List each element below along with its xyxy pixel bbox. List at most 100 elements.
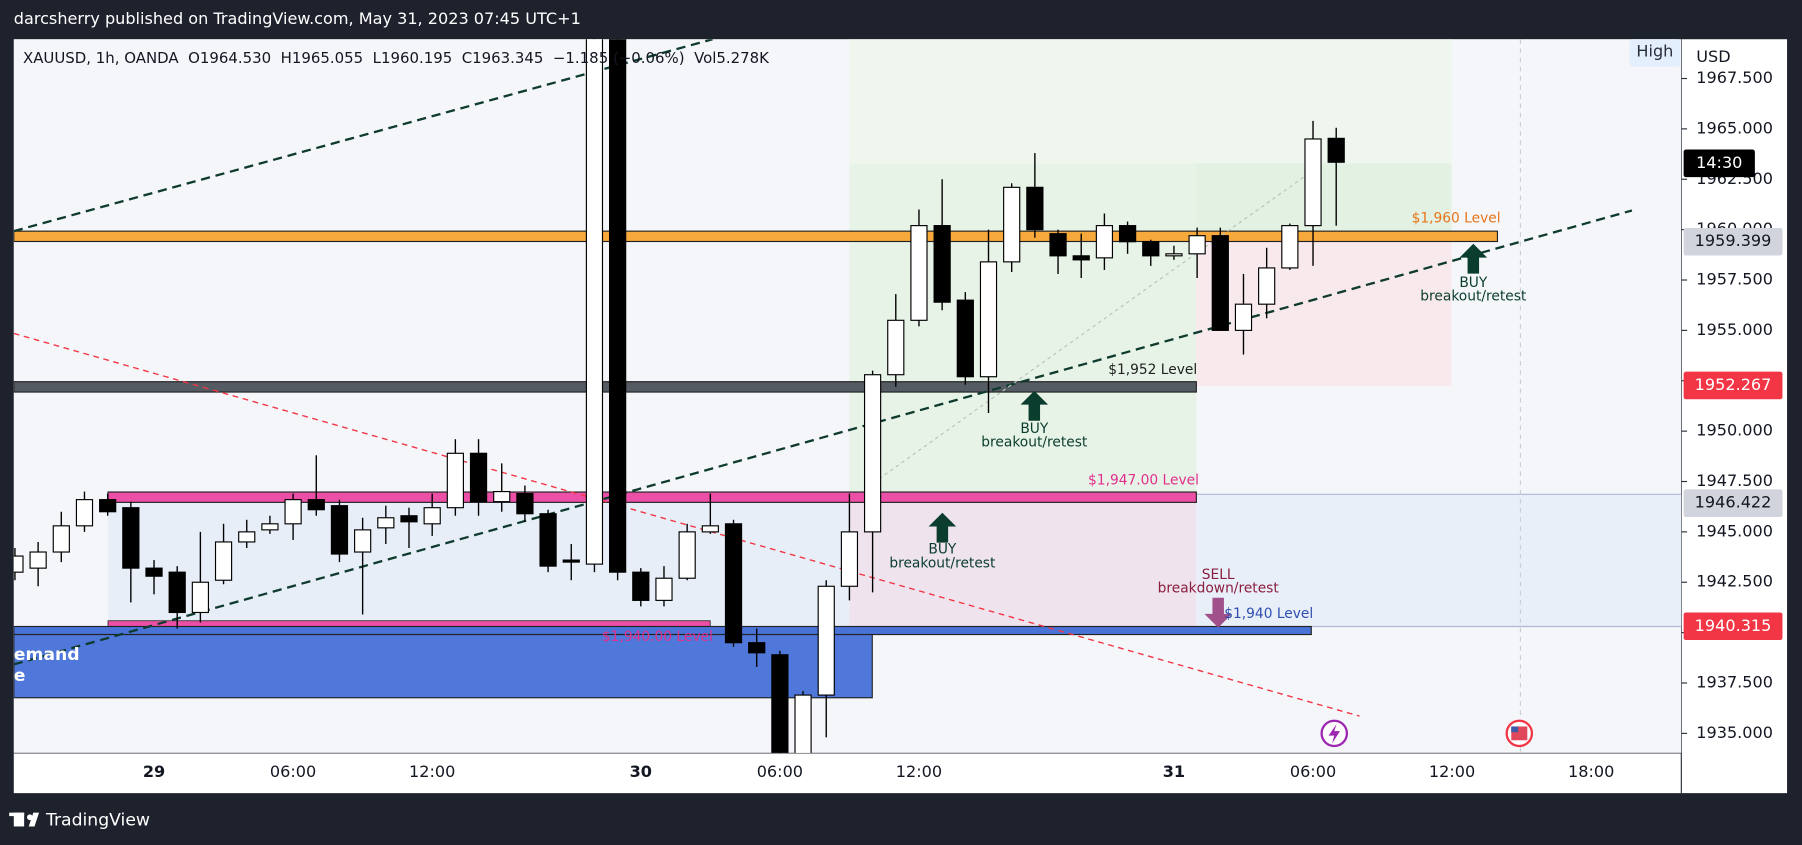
price-tag-label: 1946.422 xyxy=(1695,493,1772,512)
x-tick-label: 12:00 xyxy=(409,762,455,781)
annotation: breakout/retest xyxy=(1420,289,1527,305)
x-tick-label: 06:00 xyxy=(270,762,316,781)
candle-body xyxy=(655,577,673,601)
symbol-legend: XAUUSD, 1h, OANDA O1964.530 H1965.055 L1… xyxy=(23,49,770,67)
trend-line xyxy=(13,332,1360,717)
price-tag-label: 1940.315 xyxy=(1695,616,1772,635)
candle-body xyxy=(1304,138,1322,227)
annotation: $1,940.00 Level xyxy=(602,629,713,645)
candle-body xyxy=(1072,255,1090,261)
x-tick-label: 06:00 xyxy=(1290,762,1336,781)
y-tick-label: 1945.000 xyxy=(1696,521,1773,540)
candle-body xyxy=(609,39,627,573)
candle-body xyxy=(840,531,859,587)
candle-body xyxy=(400,515,418,523)
flag-icon xyxy=(1511,726,1519,733)
y-tick-label: 1955.000 xyxy=(1696,320,1773,339)
publisher: darcsherry published on TradingView.com,… xyxy=(14,9,581,28)
y-tick-label: 1947.500 xyxy=(1696,471,1773,490)
candle-body xyxy=(1258,267,1276,305)
time-axis xyxy=(13,752,1682,794)
footer: TradingView xyxy=(9,811,150,831)
candle-body xyxy=(469,452,488,503)
scale-button-label[interactable]: High xyxy=(1636,41,1673,60)
candle-body xyxy=(1118,225,1137,243)
candle-body xyxy=(1026,186,1044,231)
candle-body xyxy=(1049,233,1067,257)
short-zone xyxy=(849,494,1197,627)
y-tick-label: 1935.000 xyxy=(1696,723,1773,742)
long-zone xyxy=(1196,163,1452,236)
level-1947 xyxy=(107,491,1197,503)
level-1952 xyxy=(13,381,1197,393)
candle-body xyxy=(979,261,998,378)
candle-body xyxy=(562,559,580,563)
axis-labels: 1935.0001937.5001940.0001942.5001945.000… xyxy=(143,68,1783,781)
y-tick-label: 1937.500 xyxy=(1696,672,1773,691)
scale-button[interactable] xyxy=(1629,39,1681,67)
candle-body xyxy=(933,225,951,303)
x-tick-label: 31 xyxy=(1163,762,1185,781)
candle-body xyxy=(284,499,302,525)
event-icon-bolt xyxy=(1328,724,1341,744)
x-tick-label: 18:00 xyxy=(1568,762,1614,781)
annotation: breakdown/retest xyxy=(1158,581,1280,597)
candle-body xyxy=(1095,225,1114,259)
y-tick-label: 1965.000 xyxy=(1696,118,1773,137)
countdown: 14:30 xyxy=(1696,153,1742,172)
candle-body xyxy=(214,541,233,581)
annotation: $1,952 Level xyxy=(1108,362,1197,378)
sell-arrow xyxy=(1204,597,1232,628)
candle-body xyxy=(1165,253,1183,257)
candle-body xyxy=(794,694,812,753)
candle-body xyxy=(887,319,905,376)
candle-body xyxy=(354,529,372,553)
annotations: $1,960 Level $1,952 Level $1,947.00 Level $… xyxy=(14,211,1527,686)
candle-body xyxy=(724,523,743,644)
annotation: emand xyxy=(14,645,80,665)
candle-body xyxy=(377,517,395,529)
range-zone xyxy=(1196,494,1682,627)
y-tick-label: 1942.500 xyxy=(1696,572,1773,591)
price-tag xyxy=(1683,489,1783,518)
candles xyxy=(13,39,1345,753)
annotation: SELL xyxy=(1202,567,1235,583)
candle-body xyxy=(863,374,882,533)
x-tick-label: 06:00 xyxy=(757,762,803,781)
candle-body xyxy=(13,555,24,573)
candle-body xyxy=(330,505,349,555)
long-zone xyxy=(849,163,1197,495)
demand-zone xyxy=(13,633,873,699)
candle-body xyxy=(539,513,557,567)
candle-body xyxy=(956,299,974,378)
candle-body xyxy=(145,567,163,577)
candle-body xyxy=(168,571,186,614)
candle-body xyxy=(516,493,534,515)
candle-body xyxy=(75,499,94,527)
candle-body xyxy=(771,654,789,753)
brand: TradingView xyxy=(45,811,150,831)
price-tag xyxy=(1683,371,1783,400)
logo xyxy=(9,812,25,817)
y-tick-label: 1957.500 xyxy=(1696,270,1773,289)
candle-body xyxy=(1327,137,1345,163)
candle-body xyxy=(1211,235,1229,331)
plot: $1,960 Level $1,952 Level $1,947.00 Level $… xyxy=(13,39,1682,753)
candle-body xyxy=(678,531,696,579)
candle-body xyxy=(423,507,441,525)
candle-body xyxy=(1281,225,1299,269)
candle-body xyxy=(632,571,650,601)
candle-body xyxy=(29,551,47,569)
annotation: $1,947.00 Level xyxy=(1088,473,1199,489)
buy-arrow xyxy=(928,512,957,543)
candle-body xyxy=(1142,241,1160,257)
candle-body xyxy=(1234,303,1253,331)
logo xyxy=(13,812,25,827)
annotation: $1,960 Level xyxy=(1412,211,1501,227)
trend-line xyxy=(13,209,1633,666)
x-tick-label: 12:00 xyxy=(1429,762,1475,781)
buy-arrow xyxy=(1459,243,1488,274)
candle-body xyxy=(99,499,117,513)
annotation: breakout/retest xyxy=(889,555,996,571)
buy-arrow xyxy=(1020,390,1049,421)
